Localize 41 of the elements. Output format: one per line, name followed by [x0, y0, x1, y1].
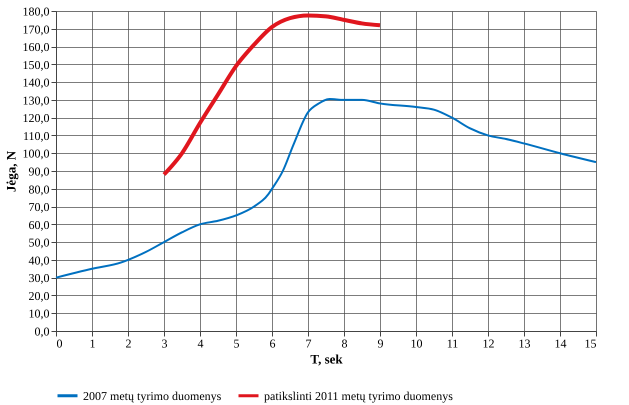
y-tick-label: 60,0 — [28, 218, 50, 232]
y-tick-label: 150,0 — [22, 58, 50, 72]
y-tick-label: 100,0 — [22, 146, 50, 161]
x-tick-label: 4 — [198, 336, 204, 350]
x-tick-label: 8 — [342, 336, 348, 350]
x-axis-title: T, sek — [310, 352, 344, 366]
x-tick-label: 2 — [126, 336, 132, 350]
x-tick-label: 6 — [270, 336, 276, 350]
legend-label: 2007 metų tyrimo duomenys — [83, 388, 222, 403]
y-tick-label: 110,0 — [22, 128, 50, 143]
line-series — [162, 13, 382, 177]
line-series — [55, 98, 597, 279]
y-tick-label: 160,0 — [22, 40, 50, 54]
y-tick-label: 50,0 — [28, 236, 50, 250]
x-tick-label: 1 — [90, 336, 96, 350]
x-tick-label: 5 — [234, 336, 240, 350]
legend-label: patikslinti 2011 metų tyrimo duomenys — [264, 388, 454, 403]
y-tick-label: 30,0 — [28, 271, 50, 286]
x-tick-label: 0 — [56, 336, 62, 350]
y-tick-label: 70,0 — [28, 200, 50, 214]
y-tick-label: 140,0 — [22, 76, 50, 90]
x-tick-label: 14 — [554, 336, 566, 350]
x-tick-label: 3 — [162, 336, 168, 350]
y-tick-label: 80,0 — [28, 182, 50, 196]
x-tick-label: 7 — [306, 336, 312, 350]
y-tick-label: 90,0 — [28, 164, 50, 178]
y-tick-label: 40,0 — [28, 253, 50, 268]
y-tick-label: 10,0 — [28, 306, 50, 321]
y-tick-label: 120,0 — [22, 111, 50, 126]
y-tick-label: 0,0 — [34, 324, 50, 338]
x-tick-label: 9 — [378, 336, 384, 350]
y-tick-label: 130,0 — [22, 93, 50, 108]
x-tick-label: 13 — [518, 336, 530, 350]
y-tick-label: 180,0 — [22, 4, 50, 18]
y-tick-label: 170,0 — [22, 22, 50, 36]
x-tick-label: 15 — [584, 336, 596, 350]
x-tick-label: 10 — [410, 336, 422, 350]
x-tick-label: 12 — [482, 336, 494, 350]
x-tick-label: 11 — [446, 336, 458, 350]
y-tick-label: 20,0 — [28, 288, 50, 303]
y-axis-title: Jėga, N — [4, 150, 18, 192]
